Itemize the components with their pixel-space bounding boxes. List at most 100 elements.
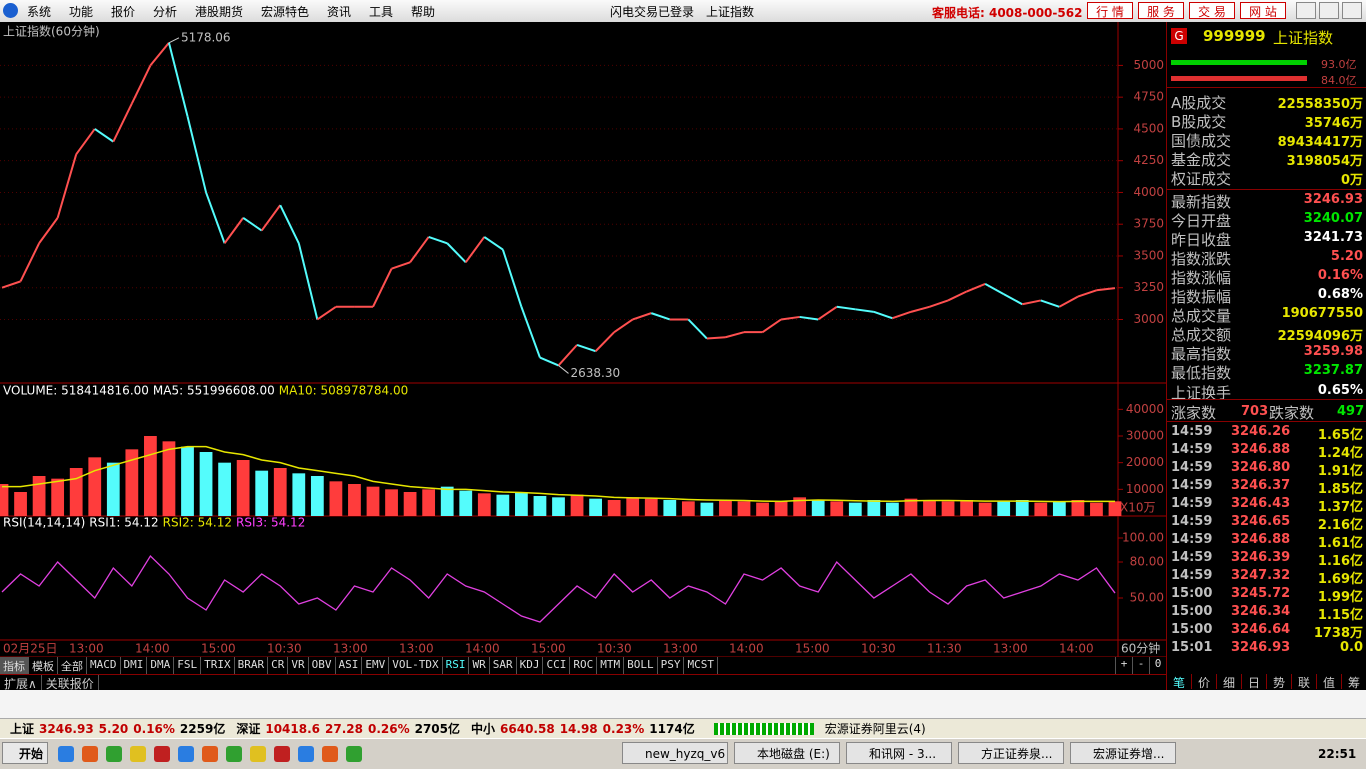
quick-launch-icon[interactable]: [82, 746, 98, 762]
indicator-tab[interactable]: ASI: [335, 657, 363, 674]
restore-button[interactable]: [1319, 2, 1339, 19]
menu-item[interactable]: 报价: [111, 5, 136, 19]
y-tick-label: 10000: [1126, 482, 1164, 496]
indicator-tab[interactable]: WR: [469, 657, 490, 674]
indicator-tab[interactable]: BOLL: [624, 657, 658, 674]
panel-tab[interactable]: 值: [1317, 674, 1342, 690]
zoom-button[interactable]: +: [1115, 657, 1132, 674]
quick-launch-icon[interactable]: [130, 746, 146, 762]
price-segment: [1022, 299, 1042, 306]
price-segment: [19, 242, 40, 282]
panel-tab[interactable]: 势: [1267, 674, 1292, 690]
indicator-tab[interactable]: 指标: [0, 657, 29, 674]
top-button[interactable]: 服 务: [1138, 2, 1184, 19]
indicator-tab[interactable]: VOL-TDX: [389, 657, 443, 674]
indicator-tab[interactable]: ROC: [570, 657, 598, 674]
minimize-button[interactable]: [1296, 2, 1316, 19]
top-button[interactable]: 交 易: [1189, 2, 1235, 19]
tick-price: 3246.64: [1231, 622, 1291, 637]
indicator-tab[interactable]: DMA: [147, 657, 175, 674]
indicator-tab[interactable]: OBV: [308, 657, 336, 674]
top-button[interactable]: 网 站: [1240, 2, 1286, 19]
indicator-tab[interactable]: VR: [288, 657, 309, 674]
volume-bar: [199, 452, 213, 516]
price-segment: [780, 315, 800, 321]
row-label: 最新指数: [1171, 192, 1232, 211]
top-button[interactable]: 行 情: [1087, 2, 1133, 19]
indicator-tab[interactable]: MACD: [87, 657, 121, 674]
x-tick-label: 13:00: [399, 642, 434, 656]
panel-tab[interactable]: 细: [1217, 674, 1242, 690]
close-button[interactable]: [1342, 2, 1362, 19]
zoom-button[interactable]: -: [1132, 657, 1149, 674]
quick-launch-icon[interactable]: [202, 746, 218, 762]
quick-launch-icon[interactable]: [298, 746, 314, 762]
indicator-tab[interactable]: FSL: [174, 657, 202, 674]
indicator-tab[interactable]: EMV: [362, 657, 390, 674]
row-value: 0.68%: [1317, 287, 1363, 302]
volume-bar: [811, 500, 825, 516]
tick-amount: 1.16亿: [1317, 554, 1363, 569]
quick-launch-icon[interactable]: [250, 746, 266, 762]
indicator-tab[interactable]: MCST: [684, 657, 718, 674]
volume-bar: [422, 489, 436, 516]
row-value: 0万: [1340, 173, 1363, 189]
menu-item[interactable]: 工具: [369, 5, 394, 19]
tick-amount: 1.15亿: [1317, 608, 1363, 623]
tick-time: 15:00: [1171, 622, 1213, 637]
quick-launch-icon[interactable]: [178, 746, 194, 762]
indicator-tab[interactable]: RSI: [442, 657, 470, 674]
menu-item[interactable]: 帮助: [411, 5, 436, 19]
tick-time: 14:59: [1171, 550, 1213, 565]
menu-item[interactable]: 系统: [27, 5, 52, 19]
tick-price: 3246.65: [1231, 514, 1291, 529]
taskbar-window[interactable]: new_hyzq_v6: [622, 742, 728, 764]
indicator-tab[interactable]: CR: [268, 657, 289, 674]
panel-tab[interactable]: 日: [1242, 674, 1267, 690]
sub-tab[interactable]: 关联报价: [42, 675, 99, 691]
panel-tab[interactable]: 价: [1192, 674, 1217, 690]
menu-item[interactable]: 分析: [153, 5, 178, 19]
y-tick-label: 5000: [1133, 58, 1164, 72]
quick-launch-icon[interactable]: [322, 746, 338, 762]
start-button[interactable]: 开始: [2, 742, 48, 764]
quick-launch-icon[interactable]: [226, 746, 242, 762]
menu-item[interactable]: 港股期货: [195, 5, 244, 19]
panel-tab[interactable]: 联: [1292, 674, 1317, 690]
indicator-tab[interactable]: MTM: [597, 657, 625, 674]
legend-item: MA5: 551996608.00: [153, 384, 275, 398]
x-tick-label: 02月25日: [3, 642, 58, 656]
volume-bar: [626, 497, 640, 516]
quick-launch-icon[interactable]: [154, 746, 170, 762]
indicator-tab[interactable]: 模板: [29, 657, 58, 674]
menu-item[interactable]: 资讯: [327, 5, 352, 19]
indicator-tab[interactable]: KDJ: [516, 657, 544, 674]
indicator-tab[interactable]: TRIX: [201, 657, 235, 674]
unit-label: X10万: [1120, 501, 1156, 515]
taskbar-window[interactable]: 宏源证券增...: [1070, 742, 1176, 764]
quick-launch-icon[interactable]: [58, 746, 74, 762]
quick-launch-icon[interactable]: [274, 746, 290, 762]
taskbar-window[interactable]: 方正证券泉...: [958, 742, 1064, 764]
indicator-tab[interactable]: SAR: [489, 657, 517, 674]
panel-tab[interactable]: 笔: [1167, 674, 1192, 690]
menu-item[interactable]: 宏源特色: [261, 5, 310, 19]
indicator-tab[interactable]: CCI: [543, 657, 571, 674]
up-label: 涨家数: [1171, 404, 1217, 422]
indicator-tab[interactable]: 全部: [58, 657, 87, 674]
quick-launch-icon[interactable]: [106, 746, 122, 762]
taskbar-window[interactable]: 和讯网 - 3...: [846, 742, 952, 764]
panel-tab[interactable]: 筹: [1342, 674, 1366, 690]
sub-tab[interactable]: 扩展∧: [0, 675, 42, 691]
indicator-tab[interactable]: DMI: [120, 657, 148, 674]
indicator-tab[interactable]: BRAR: [234, 657, 269, 674]
row-value: 3241.73: [1303, 229, 1363, 245]
zoom-button[interactable]: 0: [1149, 657, 1166, 674]
tick-amount: 1.69亿: [1317, 572, 1363, 587]
quick-launch-icon[interactable]: [346, 746, 362, 762]
indicator-tab[interactable]: PSY: [657, 657, 685, 674]
volume-bar: [886, 502, 899, 516]
taskbar-window[interactable]: 本地磁盘 (E:): [734, 742, 840, 764]
taskbar: 开始 new_hyzq_v6 本地磁盘 (E:) 和讯网 - 3... 方正证券泉...…: [0, 738, 1366, 769]
menu-item[interactable]: 功能: [69, 5, 94, 19]
